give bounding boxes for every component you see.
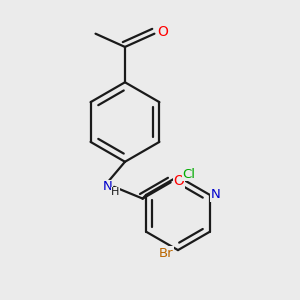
Text: O: O xyxy=(173,174,184,188)
Text: Br: Br xyxy=(158,247,173,260)
Text: N: N xyxy=(211,188,220,201)
Text: H: H xyxy=(111,187,119,197)
Text: Cl: Cl xyxy=(183,168,196,181)
Text: N: N xyxy=(102,180,112,193)
Text: O: O xyxy=(157,25,168,39)
